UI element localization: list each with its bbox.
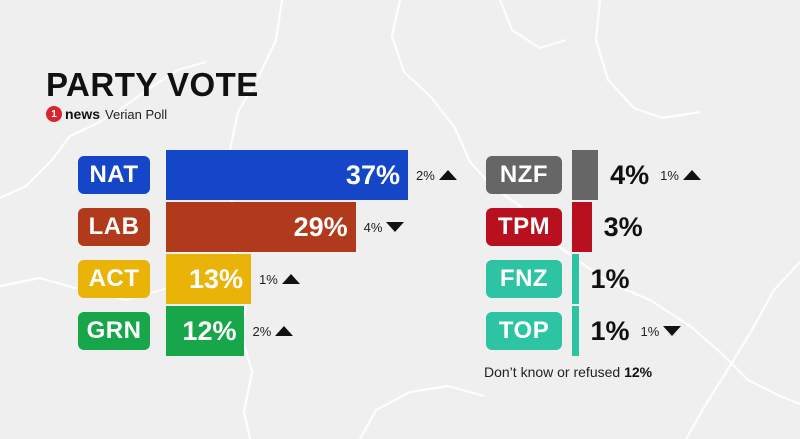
bar-act: [166, 254, 252, 304]
map-boundary-line: [685, 261, 800, 439]
party-badge-nat: NAT: [78, 156, 150, 194]
value-label-nat: 37%: [345, 159, 400, 190]
footnote-value: 12%: [624, 364, 653, 380]
value-label-lab: 29%: [293, 211, 348, 242]
party-badge-nzf: NZF: [486, 156, 562, 194]
source-logo: 1 news Verian Poll: [46, 104, 167, 124]
map-boundary-line: [359, 384, 485, 439]
change-value-grn: 2%: [252, 323, 272, 339]
brand-name: news: [65, 106, 101, 122]
chart-title: PARTY VOTE: [46, 66, 259, 103]
change-value-nat: 2%: [415, 167, 435, 183]
party-badge-act: ACT: [78, 260, 150, 298]
change-value-nzf: 1%: [660, 167, 679, 183]
footnote: Don’t know or refused 12%: [484, 364, 652, 380]
change-label-nat: 2%: [416, 165, 457, 185]
party-badge-tpm: TPM: [486, 208, 562, 246]
arrow-down-icon: [663, 326, 682, 336]
value-label-grn: 12%: [182, 315, 237, 346]
map-boundary-line: [498, 0, 567, 50]
value-label-act: 13%: [188, 263, 244, 294]
change-label-nzf: 1%: [660, 165, 701, 185]
party-badge-top: TOP: [486, 312, 562, 350]
arrow-up-icon: [682, 170, 701, 180]
bar-nat: [166, 150, 408, 200]
bar-top: [572, 306, 579, 356]
change-value-act: 1%: [259, 271, 278, 287]
party-badge-lab: LAB: [78, 208, 150, 246]
brand-logo-icon: 1: [46, 106, 62, 122]
bar-grn: [166, 306, 245, 356]
party-badge-grn: GRN: [78, 312, 150, 350]
bar-nzf: [572, 150, 599, 200]
chart-subtitle: Verian Poll: [105, 106, 168, 122]
change-label-lab: 4%: [364, 217, 405, 237]
value-label-nzf: 4%: [610, 159, 650, 190]
arrow-up-icon: [275, 326, 294, 336]
arrow-down-icon: [386, 222, 405, 232]
map-boundary-line: [0, 60, 207, 199]
map-boundary-line: [594, 0, 701, 120]
arrow-up-icon: [281, 274, 300, 284]
change-label-top: 1%: [641, 321, 682, 341]
change-label-grn: 2%: [252, 321, 294, 341]
bar-fnz: [572, 254, 579, 304]
footnote-text: Don’t know or refused: [484, 364, 621, 380]
bar-lab: [166, 202, 356, 252]
change-value-lab: 4%: [363, 219, 383, 235]
value-label-fnz: 1%: [590, 263, 630, 294]
bar-tpm: [572, 202, 592, 252]
value-label-top: 1%: [590, 315, 630, 346]
party-badge-fnz: FNZ: [486, 260, 562, 298]
arrow-up-icon: [438, 170, 457, 180]
change-value-top: 1%: [640, 323, 660, 339]
value-label-tpm: 3%: [603, 211, 643, 242]
change-label-act: 1%: [259, 269, 300, 289]
